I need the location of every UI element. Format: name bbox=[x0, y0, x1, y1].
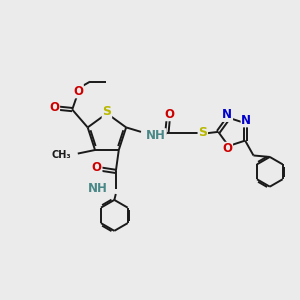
Text: S: S bbox=[198, 126, 207, 139]
Text: O: O bbox=[92, 161, 102, 174]
Text: CH₃: CH₃ bbox=[52, 150, 71, 160]
Text: S: S bbox=[102, 106, 111, 118]
Text: O: O bbox=[222, 142, 232, 155]
Text: NH: NH bbox=[146, 129, 166, 142]
Text: N: N bbox=[241, 114, 251, 127]
Text: NH: NH bbox=[88, 182, 107, 195]
Text: O: O bbox=[164, 107, 174, 121]
Text: N: N bbox=[222, 108, 232, 121]
Text: O: O bbox=[50, 101, 59, 114]
Text: O: O bbox=[73, 85, 83, 98]
